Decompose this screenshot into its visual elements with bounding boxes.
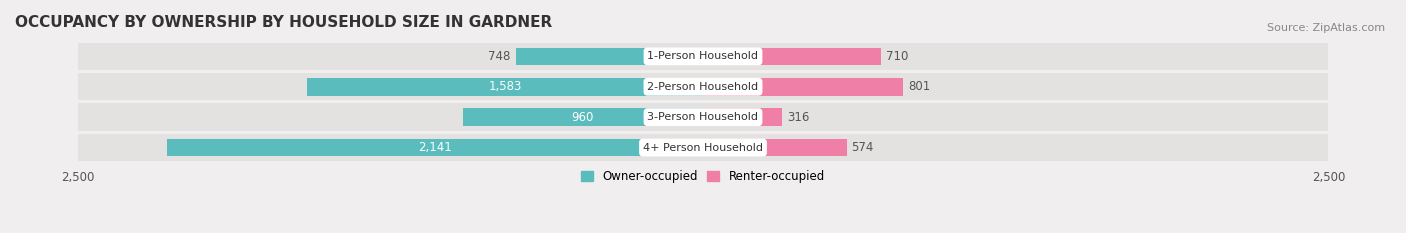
Legend: Owner-occupied, Renter-occupied: Owner-occupied, Renter-occupied	[576, 165, 830, 188]
Bar	[77, 73, 1329, 100]
Text: 2-Person Household: 2-Person Household	[647, 82, 759, 92]
Text: Source: ZipAtlas.com: Source: ZipAtlas.com	[1267, 23, 1385, 33]
Text: 710: 710	[886, 50, 908, 63]
Text: 316: 316	[787, 111, 810, 124]
Bar	[77, 103, 1329, 131]
Bar	[307, 78, 703, 96]
Text: 801: 801	[908, 80, 931, 93]
Bar	[516, 48, 703, 65]
Text: OCCUPANCY BY OWNERSHIP BY HOUSEHOLD SIZE IN GARDNER: OCCUPANCY BY OWNERSHIP BY HOUSEHOLD SIZE…	[15, 15, 553, 30]
Bar	[167, 139, 703, 156]
Text: 1,583: 1,583	[488, 80, 522, 93]
Text: 574: 574	[852, 141, 875, 154]
Text: 3-Person Household: 3-Person Household	[648, 112, 758, 122]
Bar	[703, 78, 904, 96]
Text: 4+ Person Household: 4+ Person Household	[643, 143, 763, 153]
Bar	[77, 134, 1329, 161]
Bar	[77, 43, 1329, 70]
Bar	[703, 48, 880, 65]
Bar	[703, 139, 846, 156]
Bar	[463, 108, 703, 126]
Text: 1-Person Household: 1-Person Household	[648, 51, 758, 61]
Text: 748: 748	[488, 50, 510, 63]
Text: 960: 960	[572, 111, 595, 124]
Bar	[703, 108, 782, 126]
Text: 2,141: 2,141	[419, 141, 453, 154]
